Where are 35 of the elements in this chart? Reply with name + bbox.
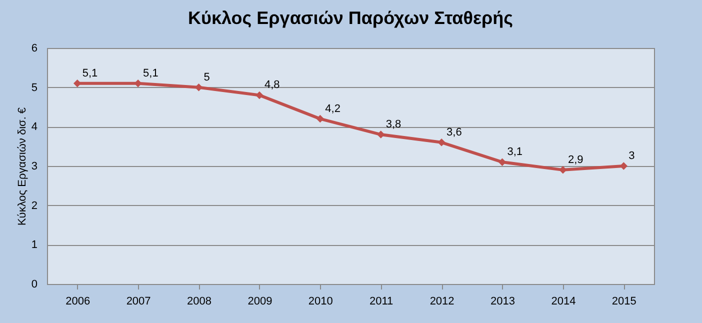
data-label: 3,6: [446, 126, 462, 138]
point: [559, 166, 567, 174]
point: [316, 114, 324, 123]
x-tick-label: 2007: [126, 296, 151, 308]
x-tick-label: 2010: [308, 296, 333, 308]
x-tick-label: 2014: [551, 296, 576, 308]
point: [438, 138, 446, 146]
y-tick-label: 6: [31, 42, 38, 54]
data-label: 3,1: [507, 146, 523, 158]
data-label: 5,1: [143, 67, 158, 80]
point: [256, 91, 264, 100]
data-label: 5: [204, 71, 210, 84]
y-tick-label: 2: [31, 200, 38, 212]
data-label: 4,2: [325, 102, 340, 115]
x-tick-label: 2013: [490, 296, 515, 308]
chart-title: Κύκλος Εργασιών Παρόχων Σταθερής: [188, 8, 514, 28]
y-axis-title: Κύκλος Εργασιών δισ. €: [16, 107, 28, 226]
y-tick-label: 4: [31, 121, 38, 134]
data-label: 2,9: [568, 154, 584, 166]
x-tick-label: 2009: [248, 296, 272, 308]
data-label: 5,1: [82, 67, 98, 80]
data-label: 3: [628, 150, 635, 162]
x-tick-label: 2006: [66, 296, 90, 308]
data-label: 3,8: [386, 118, 402, 131]
point: [620, 162, 628, 170]
y-tick-label: 3: [31, 160, 38, 172]
x-tick-label: 2008: [187, 296, 212, 308]
point: [376, 130, 385, 138]
x-tick-label: 2015: [612, 296, 636, 308]
x-tick-label: 2012: [430, 296, 454, 308]
y-tick-label: 0: [31, 278, 38, 290]
x-tick-label: 2011: [370, 296, 394, 308]
y-tick-label: 1: [31, 239, 38, 252]
data-label: 4,8: [264, 79, 280, 92]
y-tick-label: 5: [31, 82, 38, 94]
